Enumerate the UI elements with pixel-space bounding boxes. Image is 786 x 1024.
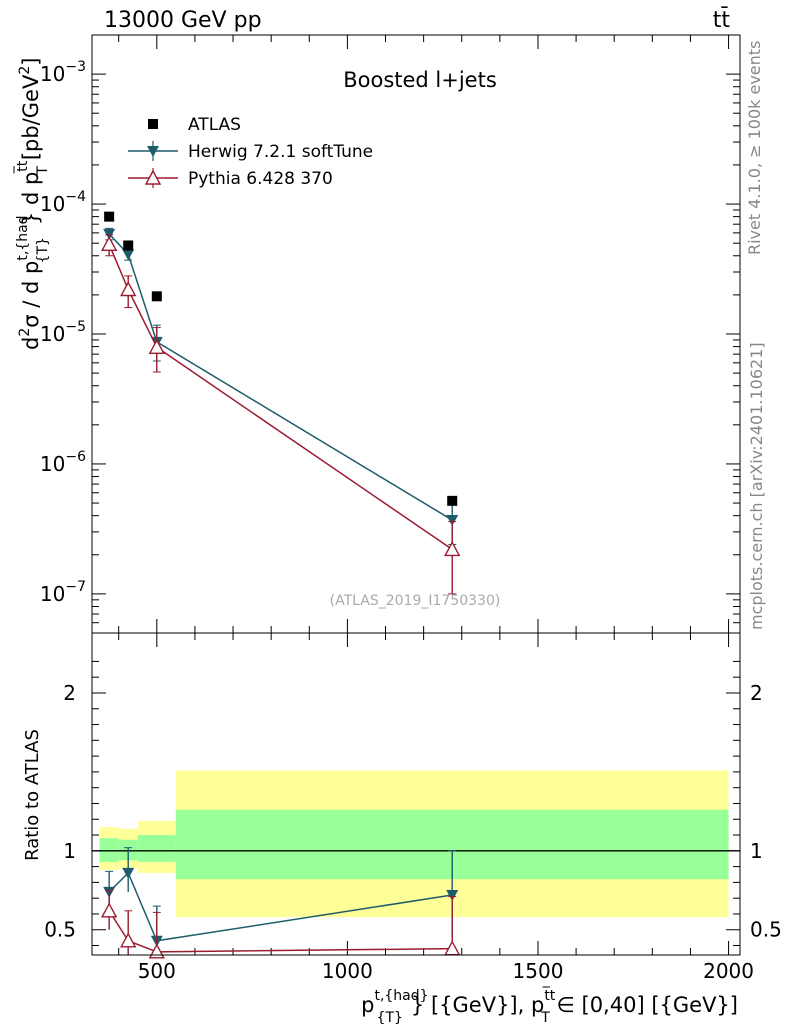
ratio-band-green-0 [99, 838, 119, 862]
herwig-point [122, 249, 135, 261]
header-energy: 13000 GeV pp [104, 8, 262, 33]
main-ytick-mant-2: 10 [40, 322, 65, 346]
main-series-layer [100, 211, 461, 595]
ratio-uncertainty-bands [92, 770, 740, 918]
main-ytick-exp-2: −5 [65, 319, 86, 335]
ylabel-ptop: t,{had [15, 215, 31, 260]
ratio-ytick-label-2: 2 [63, 681, 76, 705]
ratio-pythia-line [108, 910, 453, 953]
ylabel-tbot: T [35, 166, 51, 176]
ylabel-ttop: t̅t [13, 160, 31, 174]
main-ytick-label-3: 10−4 [40, 189, 86, 216]
xlabel-p: p [361, 993, 374, 1017]
pythia-point [148, 338, 165, 355]
ratio-herwig-point [446, 890, 459, 902]
main-ytick-exp-1: −6 [65, 449, 86, 465]
xlabel-tsub: T [540, 1010, 550, 1024]
atlas-point [447, 495, 458, 506]
legend-pythia-marker [144, 169, 162, 185]
ratio-ytick-label-0.5: 0.5 [44, 918, 76, 942]
atlas-point [104, 211, 115, 222]
ylabel-close: ] [19, 58, 43, 66]
legend-atlas-marker [148, 119, 158, 129]
ratio-herwig-line [108, 871, 453, 942]
main-x-ticks [118, 35, 730, 633]
legend-atlas-label: ATLAS [188, 115, 241, 135]
main-ytick-label-0: 10−7 [40, 579, 86, 606]
ratio-y-ticks: 0.5 0.5 1 1 2 2 [44, 660, 782, 947]
legend-herwig-label: Herwig 7.2.1 softTune [188, 142, 373, 162]
ratio-band-green-2 [137, 835, 176, 862]
main-title: Boosted l+jets [343, 68, 497, 92]
main-ytick-label-4: 10−3 [40, 59, 86, 86]
ratio-x-ticks: 500 1000 1500 2000 [118, 633, 754, 983]
mcplots-label: mcplots.cern.ch [arXiv:2401.10621] [747, 342, 766, 630]
ratio-herwig-point [122, 867, 135, 879]
ratio-pythia-point [100, 902, 118, 918]
legend-pythia-label: Pythia 6.428 370 [188, 169, 333, 189]
ratio-ytick-label-right-2: 2 [750, 681, 763, 705]
x-axis-label: pt,{had} {T} } [{GeV}], pt̅t T ∈ [0,40] [{G… [361, 986, 738, 1024]
ratio-y-axis-label: Ratio to ATLAS [22, 729, 43, 861]
reference-label: (ATLAS_2019_I1750330) [330, 593, 501, 609]
main-ytick-mant-1: 10 [40, 452, 65, 476]
xlabel-tsup: t̅t [542, 986, 556, 1004]
x-tick-label-500: 500 [138, 959, 176, 983]
legend-herwig-marker [147, 146, 159, 157]
atlas-point [123, 240, 134, 251]
xlabel-end: ∈ [0,40] [{GeV}] [550, 993, 738, 1017]
main-ytick-exp-0: −7 [65, 579, 86, 595]
main-ytick-exp-3: −4 [65, 189, 86, 205]
ylabel-sigma: σ / d p [19, 261, 43, 328]
ratio-pythia-point [120, 932, 137, 948]
main-ytick-label-1: 10−6 [40, 449, 86, 476]
ylabel-pbot: {T} [35, 237, 51, 263]
main-ytick-exp-4: −3 [65, 59, 86, 75]
ylabel-unit: [pb/GeV [19, 74, 43, 160]
x-tick-label-1500: 1500 [513, 959, 564, 983]
x-tick-label-1000: 1000 [322, 959, 373, 983]
ylabel-unit-sup: 2 [17, 66, 33, 75]
pythia-point [120, 281, 137, 297]
rivet-version-label: Rivet 4.1.0, ≥ 100k events [745, 41, 764, 255]
ratio-ytick-label-right-1: 1 [750, 839, 763, 863]
legend: ATLAS Herwig 7.2.1 softTune Pythia 6.428 3… [128, 115, 373, 189]
xlabel-mid: } [{GeV}], p [411, 993, 544, 1017]
xlabel-sup: t,{had} [374, 988, 428, 1004]
herwig-line [108, 233, 453, 521]
ratio-ytick-label-right-0.5: 0.5 [750, 918, 782, 942]
main-y-axis-label: d2σ / d pt,{had {T}} d pt̅t T[pb/GeV2] [13, 58, 51, 350]
ratio-plot-frame [91, 632, 741, 956]
pythia-line [108, 244, 453, 551]
main-ytick-mant-0: 10 [40, 582, 65, 606]
ylabel-sup2: 2 [17, 328, 33, 337]
ratio-series-layer [100, 847, 461, 959]
atlas-point [151, 291, 162, 302]
ylabel-mid: } d p [19, 172, 43, 225]
main-ytick-mant-4: 10 [40, 62, 65, 86]
main-ytick-mant-3: 10 [40, 192, 65, 216]
pythia-point [100, 235, 118, 252]
svg-text:d2σ / d pt,{had{T}} d pt̅tT[: d2σ / d pt,{had {T}} d pt̅t T[pb/GeV2] [13, 58, 51, 350]
ylabel-d: d [19, 337, 43, 350]
x-tick-label-2000: 2000 [703, 959, 754, 983]
herwig-point [446, 515, 459, 527]
main-ytick-label-2: 10−5 [40, 319, 86, 346]
xlabel-sub: {T} [377, 1010, 403, 1024]
pythia-point [444, 540, 461, 557]
header-process: tt̄ [713, 7, 731, 33]
ratio-ytick-label-1: 1 [63, 839, 76, 863]
main-y-ticks: 10−710−610−510−410−3 [40, 34, 740, 634]
